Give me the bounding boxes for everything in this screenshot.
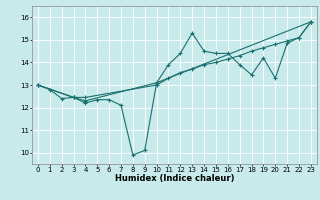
- X-axis label: Humidex (Indice chaleur): Humidex (Indice chaleur): [115, 174, 234, 183]
